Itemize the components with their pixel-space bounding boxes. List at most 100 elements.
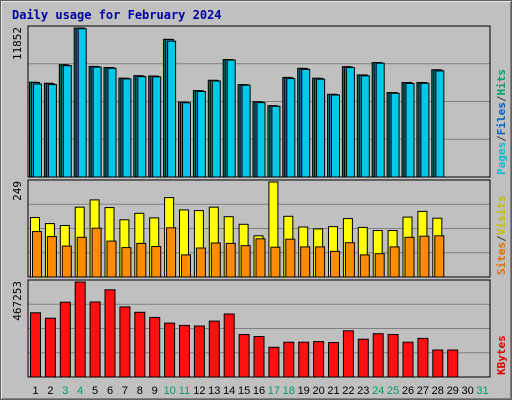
day-label-9: 9	[152, 385, 158, 397]
bar-kbytes-day-1	[30, 312, 41, 378]
bar-sites-day-23	[359, 254, 370, 278]
bar-kbytes-day-11	[179, 324, 190, 378]
bar-pages-day-7	[122, 78, 132, 178]
bar-pages-day-18	[286, 78, 296, 178]
y-max-label-kbytes: 467253	[11, 281, 24, 321]
bar-pages-day-2	[47, 84, 57, 178]
day-label-28: 28	[432, 385, 444, 397]
bar-kbytes-day-5	[89, 301, 101, 378]
legend-part: /	[495, 135, 508, 142]
bar-kbytes-day-12	[193, 325, 205, 378]
bar-pages-day-17	[271, 105, 281, 178]
day-label-26: 26	[402, 385, 414, 397]
day-label-13: 13	[208, 385, 220, 397]
bar-pages-day-15	[241, 84, 251, 178]
bar-pages-day-24	[375, 62, 385, 178]
bar-kbytes-day-10	[164, 322, 176, 378]
panel-border-kbytes	[27, 279, 491, 378]
bar-kbytes-day-28	[432, 349, 444, 378]
bar-pages-day-16	[256, 102, 266, 178]
bar-kbytes-day-19	[298, 341, 310, 378]
day-label-11: 11	[179, 385, 190, 397]
legend-part: Visits	[495, 196, 508, 236]
day-label-27: 27	[417, 385, 429, 397]
bar-kbytes-day-22	[342, 330, 354, 378]
bar-pages-day-12	[196, 91, 206, 178]
bar-kbytes-day-23	[357, 338, 369, 378]
bar-sites-day-24	[374, 253, 385, 278]
bar-pages-day-6	[107, 67, 117, 178]
day-label-8: 8	[137, 385, 143, 397]
legend-part: /	[495, 95, 508, 102]
bar-pages-day-3	[62, 65, 72, 178]
bar-pages-day-11	[182, 102, 191, 178]
day-label-29: 29	[447, 385, 459, 397]
bar-pages-day-14	[226, 59, 236, 178]
day-label-3: 3	[62, 385, 68, 397]
day-label-19: 19	[298, 385, 310, 397]
bar-pages-day-19	[301, 68, 311, 178]
day-label-12: 12	[193, 385, 205, 397]
bar-kbytes-day-26	[402, 341, 414, 378]
bar-sites-day-13	[210, 242, 221, 278]
bar-kbytes-day-24	[372, 333, 384, 378]
bar-pages-day-23	[360, 75, 370, 178]
bar-sites-day-22	[344, 242, 355, 278]
panel-border-pages-files-hits	[27, 25, 491, 178]
day-label-15: 15	[238, 385, 250, 397]
bar-sites-day-26	[404, 236, 415, 278]
bar-pages-day-4	[77, 28, 87, 178]
legend-part: Files	[495, 102, 508, 135]
bar-pages-day-9	[152, 76, 162, 178]
day-label-21: 21	[327, 385, 339, 397]
bar-sites-day-11	[181, 254, 191, 278]
bar-pages-day-25	[390, 92, 400, 178]
bar-kbytes-day-13	[208, 320, 220, 378]
bar-pages-day-26	[405, 83, 415, 178]
day-label-31: 31	[476, 385, 488, 397]
bar-kbytes-day-29	[447, 349, 459, 378]
bar-kbytes-day-8	[134, 311, 146, 378]
day-label-4: 4	[77, 385, 83, 397]
bar-sites-day-17	[270, 246, 281, 278]
bar-sites-day-3	[61, 245, 72, 278]
bar-kbytes-day-21	[328, 342, 339, 378]
bar-sites-day-28	[434, 235, 445, 278]
day-label-17: 17	[268, 385, 280, 397]
bar-pages-day-28	[435, 70, 445, 178]
bar-kbytes-day-20	[313, 341, 325, 378]
y-max-label-visits-sites: 249	[11, 181, 24, 201]
bar-sites-day-14	[225, 242, 236, 278]
legend-part: Pages	[495, 142, 508, 175]
bar-pages-day-22	[345, 67, 355, 178]
bar-kbytes-day-18	[283, 341, 295, 378]
bar-sites-day-4	[76, 236, 87, 278]
legend-part: Sites	[495, 242, 508, 275]
bar-kbytes-day-9	[149, 316, 161, 378]
bar-pages-day-8	[137, 76, 147, 178]
bar-pages-day-10	[167, 40, 177, 178]
legend-part: KBytes	[495, 335, 508, 375]
bar-pages-day-1	[33, 83, 42, 178]
bar-pages-day-20	[316, 78, 326, 178]
bar-kbytes-day-2	[44, 317, 56, 378]
day-label-22: 22	[342, 385, 354, 397]
day-label-6: 6	[107, 385, 113, 397]
bar-sites-day-20	[315, 246, 326, 278]
legend-part: Hits	[495, 69, 508, 96]
bar-sites-day-9	[151, 246, 162, 278]
bar-sites-day-15	[240, 245, 251, 278]
bar-sites-day-12	[195, 247, 206, 278]
bar-sites-day-7	[121, 247, 132, 278]
bar-sites-day-8	[136, 242, 147, 278]
day-label-24: 24	[372, 385, 384, 397]
day-label-10: 10	[163, 385, 175, 397]
day-label-23: 23	[357, 385, 369, 397]
bar-pages-day-5	[92, 66, 102, 178]
legend-visits-sites: Sites/Visits	[495, 196, 508, 276]
bar-kbytes-day-17	[268, 346, 280, 378]
day-label-18: 18	[283, 385, 295, 397]
bar-pages-day-13	[211, 80, 221, 178]
bar-kbytes-day-7	[119, 306, 131, 378]
